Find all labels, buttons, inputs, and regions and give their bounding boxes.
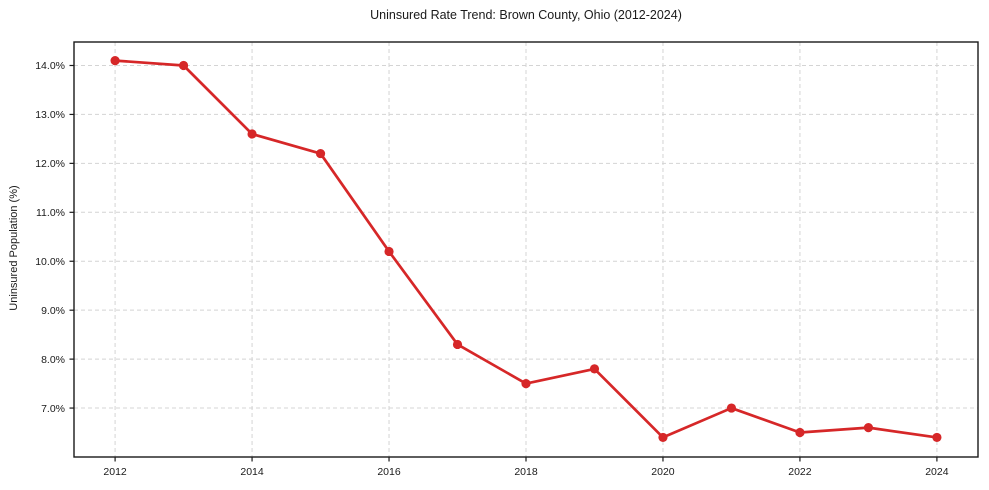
y-tick-label: 7.0% <box>41 403 65 415</box>
data-point-marker <box>932 432 942 443</box>
y-tick-label: 13.0% <box>35 109 65 121</box>
y-tick-label: 14.0% <box>35 60 65 72</box>
data-point-marker <box>726 403 737 413</box>
y-tick-label: 9.0% <box>41 305 65 317</box>
y-tick-label: 8.0% <box>41 354 65 366</box>
y-tick-label: 11.0% <box>36 207 65 219</box>
x-tick-label: 2022 <box>788 466 812 478</box>
data-point-marker <box>795 427 805 438</box>
data-point-marker <box>521 378 531 389</box>
data-point-marker <box>110 55 120 66</box>
data-point-marker <box>863 423 874 433</box>
y-tick-label: 10.0% <box>35 256 65 268</box>
x-tick-label: 2024 <box>925 466 949 478</box>
x-tick-label: 2018 <box>514 466 538 478</box>
x-tick-label: 2020 <box>651 466 675 478</box>
data-point-marker <box>384 246 394 257</box>
data-point-marker <box>315 148 326 159</box>
x-tick-label: 2014 <box>240 466 264 478</box>
data-point-marker <box>452 339 463 350</box>
data-point-marker <box>178 60 189 71</box>
y-tick-label: 12.0% <box>35 158 65 170</box>
x-tick-label: 2012 <box>103 466 127 478</box>
chart-title: Uninsured Rate Trend: Brown County, Ohio… <box>370 8 682 22</box>
data-point-marker <box>247 129 257 139</box>
data-point-marker <box>589 364 600 374</box>
x-tick-label: 2016 <box>377 466 401 478</box>
data-point-marker <box>658 432 668 443</box>
